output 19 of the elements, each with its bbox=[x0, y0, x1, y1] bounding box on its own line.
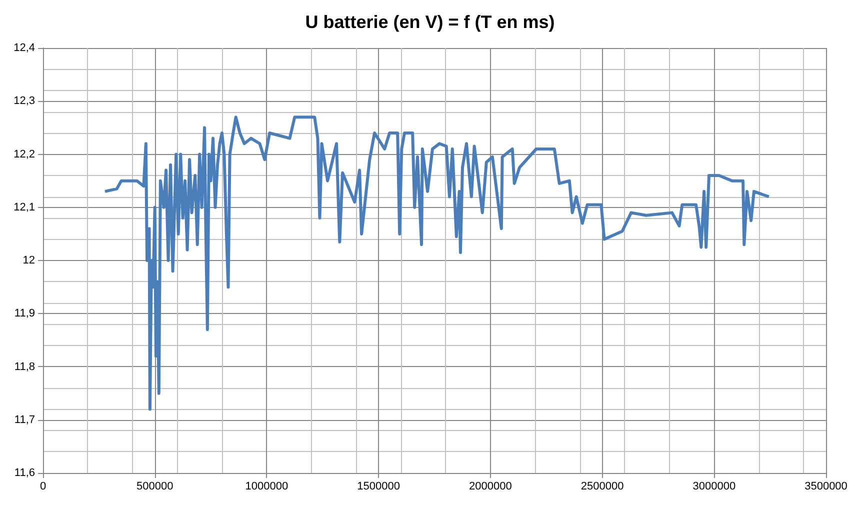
y-tick-label: 11,9 bbox=[14, 308, 35, 320]
x-tick-label: 1000000 bbox=[245, 480, 288, 492]
x-tick-label: 0 bbox=[40, 480, 46, 492]
x-tick-label: 3000000 bbox=[692, 480, 736, 492]
x-tick-label: 2500000 bbox=[580, 480, 624, 492]
y-tick-label: 11,6 bbox=[14, 467, 35, 479]
x-tick-label: 2000000 bbox=[469, 480, 512, 492]
y-tick-label: 11,8 bbox=[14, 360, 35, 373]
x-tick-label: 1500000 bbox=[357, 480, 400, 492]
y-tick-label: 12,3 bbox=[14, 95, 35, 108]
y-tick-label: 12,4 bbox=[14, 42, 35, 54]
y-tick-label: 11,7 bbox=[14, 414, 35, 426]
y-tick-label: 12,1 bbox=[14, 201, 35, 214]
line-series bbox=[103, 116, 770, 411]
chart-title: U batterie (en V) = f (T en ms) bbox=[305, 12, 555, 32]
y-tick-label: 12,2 bbox=[14, 148, 35, 160]
x-tick-label: 500000 bbox=[136, 480, 174, 492]
y-tick-label: 12 bbox=[22, 254, 35, 266]
x-tick-label: 3500000 bbox=[804, 480, 848, 492]
